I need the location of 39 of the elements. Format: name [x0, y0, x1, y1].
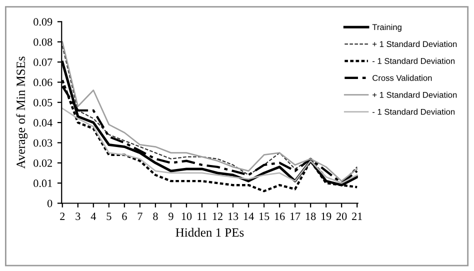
y-tick-label: 0.04 [34, 119, 52, 127]
x-tick-label: 16 [274, 212, 285, 220]
x-tick-label: 14 [244, 212, 254, 220]
x-tick-label: 3 [76, 212, 80, 220]
x-tick-label: 17 [290, 212, 300, 220]
legend-label: + 1 Standard Deviation [372, 92, 457, 98]
x-tick-label: 19 [321, 212, 332, 220]
x-tick-label: 7 [138, 212, 142, 220]
y-axis-title: Average of Min MSEs [16, 56, 28, 169]
x-tick-label: 12 [212, 212, 222, 220]
x-axis-title: Hidden 1 PEs [176, 228, 244, 237]
x-tick-label: 6 [122, 212, 127, 220]
x-tick-label: 13 [228, 212, 238, 220]
x-tick-label: 8 [153, 212, 158, 220]
y-tick-label: 0 [47, 200, 52, 208]
x-tick-label: 18 [306, 212, 316, 220]
legend-label: - 1 Standard Deviation [372, 58, 455, 64]
y-tick-label: 0.06 [34, 78, 52, 86]
y-tick-label: 0.05 [34, 98, 52, 106]
y-tick-label: 0.01 [34, 180, 52, 188]
x-tick-label: 5 [106, 212, 112, 220]
legend-label: + 1 Standard Deviation [372, 40, 457, 48]
x-tick-label: 9 [168, 212, 174, 220]
legend-label: - 1 Standard Deviation [372, 108, 455, 115]
x-tick-label: 2 [60, 212, 65, 220]
legend-label: Training [372, 24, 402, 32]
y-tick-label: 0.02 [34, 159, 52, 167]
y-tick-label: 0.03 [34, 139, 52, 147]
x-tick-label: 10 [182, 212, 192, 220]
legend-label: Cross Validation [372, 74, 432, 81]
y-tick-label: 0.09 [34, 18, 52, 26]
x-tick-label: 4 [90, 212, 96, 220]
x-tick-label: 20 [336, 212, 347, 220]
line-series [62, 108, 358, 184]
x-tick-label: 21 [352, 212, 362, 220]
x-tick-label: 11 [198, 212, 207, 220]
y-tick-label: 0.08 [34, 38, 52, 46]
x-tick-label: 15 [259, 212, 270, 220]
y-tick-label: 0.07 [34, 58, 52, 66]
